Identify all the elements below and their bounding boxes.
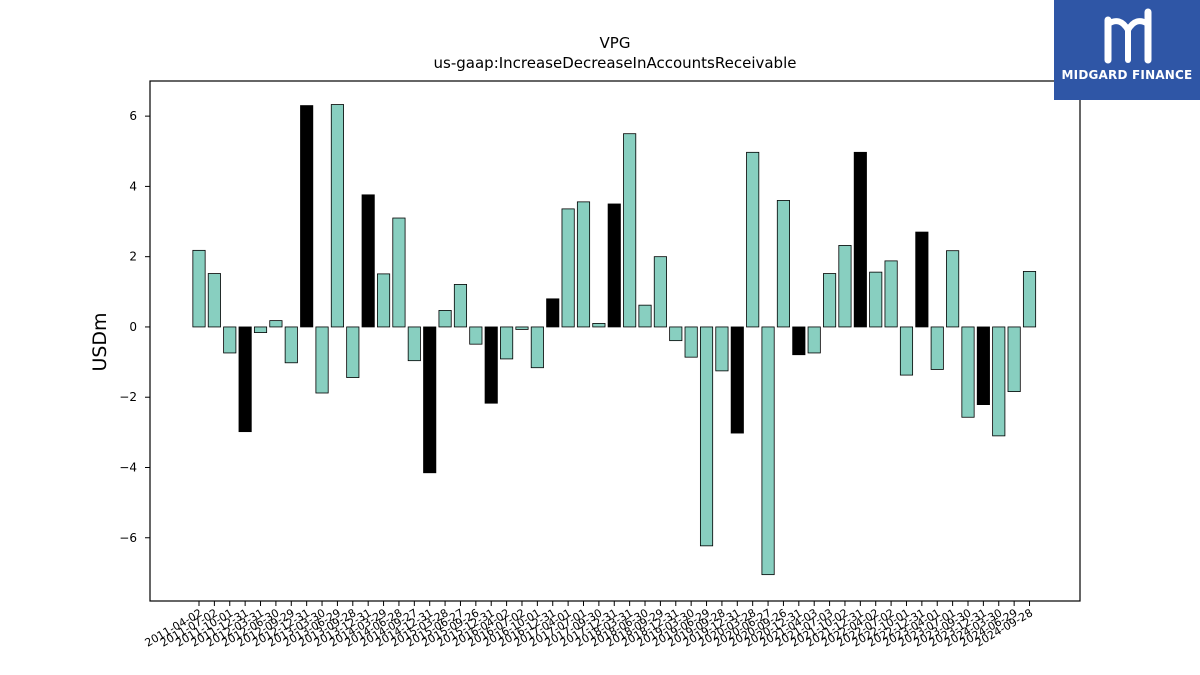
bar [1007, 326, 1021, 393]
bar [699, 326, 714, 547]
bar [838, 245, 852, 328]
bar [623, 133, 637, 328]
bar [961, 326, 975, 418]
bar [223, 326, 237, 354]
chart-subtitle: us-gaap:IncreaseDecreaseInAccountsReceiv… [434, 54, 797, 72]
y-tick-label: −6 [119, 531, 137, 545]
bar [530, 326, 544, 369]
bar [915, 231, 929, 328]
bar [869, 271, 883, 328]
bar [253, 326, 268, 333]
bar [423, 326, 437, 474]
bar [776, 200, 790, 328]
bar [330, 104, 344, 328]
y-tick-label: 4 [129, 179, 137, 193]
x-axis-ticks: 2011-04-022011-07-022011-10-012011-12-31… [143, 601, 1035, 650]
bar [853, 151, 867, 328]
bar [361, 194, 375, 328]
chart-title: VPG [600, 34, 631, 52]
bar [269, 320, 283, 328]
bar [684, 326, 698, 358]
bar [515, 326, 529, 330]
bar [746, 151, 760, 328]
bar [761, 326, 775, 576]
bar [407, 326, 421, 362]
bar [823, 273, 837, 328]
bar [500, 326, 514, 360]
bar [284, 326, 298, 364]
bar [392, 217, 406, 328]
y-tick-label: −4 [119, 460, 137, 474]
bar [469, 326, 483, 345]
plot-frame [149, 80, 1081, 602]
y-tick-label: 6 [129, 109, 137, 123]
brand-logo: MIDGARD FINANCE [1054, 0, 1200, 100]
y-tick-label: −2 [119, 390, 137, 404]
bar [592, 323, 606, 328]
bar [730, 326, 744, 434]
bar [930, 326, 944, 370]
bar [546, 298, 560, 328]
bar [899, 326, 914, 376]
bar [946, 250, 960, 328]
bar [715, 326, 729, 372]
bar [653, 256, 667, 328]
bar-series [192, 104, 1037, 576]
y-axis-label: USDm [89, 312, 111, 371]
bar [453, 284, 468, 328]
bar [561, 208, 575, 328]
bar [669, 326, 683, 342]
y-axis-ticks: −6 −4 −2 0 2 4 6 [119, 109, 150, 545]
bar [207, 273, 221, 328]
bar [884, 260, 898, 328]
bar [576, 201, 591, 328]
bar [238, 326, 252, 433]
bar [377, 273, 391, 328]
bar [792, 326, 806, 356]
bar [607, 203, 621, 328]
y-tick-label: 0 [129, 320, 137, 334]
bar [315, 326, 329, 394]
bar [807, 326, 821, 354]
bar [300, 105, 314, 328]
bar [976, 326, 990, 406]
bar [1022, 271, 1037, 328]
midgard-logo-icon [1104, 8, 1152, 64]
bar [438, 310, 452, 328]
bar [992, 326, 1006, 437]
logo-text: MIDGARD FINANCE [1061, 68, 1193, 82]
y-tick-label: 2 [129, 250, 137, 264]
bar [192, 249, 206, 328]
bar [346, 326, 360, 378]
bar [638, 304, 652, 328]
bar [484, 326, 498, 404]
